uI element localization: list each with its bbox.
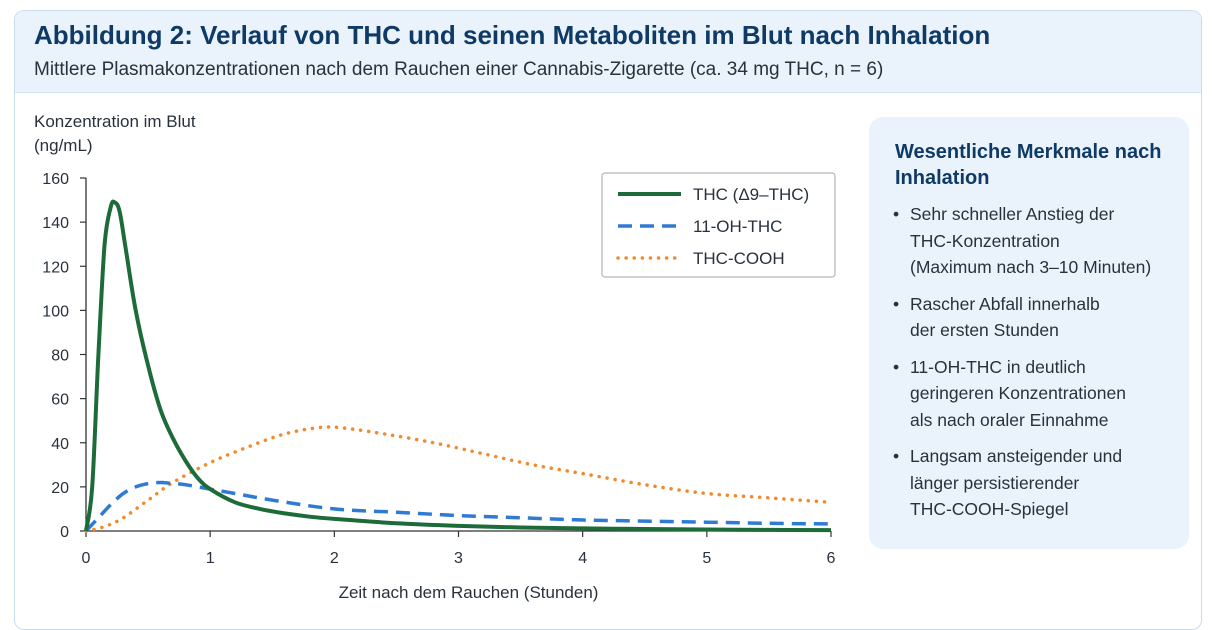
- y-tick-label: 60: [51, 392, 69, 409]
- feature-text-line: (Maximum nach 3–10 Minuten): [910, 257, 1152, 277]
- legend-label: THC (Δ9–THC): [693, 185, 809, 204]
- y-tick-label: 80: [51, 348, 69, 365]
- y-tick-label: 20: [51, 480, 69, 497]
- y-tick-label: 40: [51, 436, 69, 453]
- y-axis-label-line2: (ng/mL): [34, 136, 93, 155]
- legend-box: [601, 172, 836, 278]
- feature-text-line: als nach oraler Einnahme: [910, 409, 1109, 430]
- feature-text-line: länger persistierender: [910, 472, 1080, 493]
- x-tick-label: 3: [454, 550, 463, 567]
- series-line-thc-9-thc-: [84, 199, 832, 533]
- y-tick-label: 100: [42, 303, 69, 320]
- y-tick-label: 120: [42, 259, 69, 276]
- feature-text-line: geringeren Konzentrationen: [910, 383, 1126, 403]
- x-tick-label: 5: [702, 550, 711, 567]
- figure-title: Abbildung 2: Verlauf von THC und seinen …: [34, 20, 991, 50]
- y-tick-label: 140: [42, 215, 69, 232]
- panel-title: Wesentliche Merkmale nach Inhalation: [895, 141, 1162, 189]
- key-features-panel: Wesentliche Merkmale nach Inhalation • Se…: [869, 117, 1189, 549]
- x-tick-label: 1: [206, 550, 215, 567]
- bullet-dot: •: [893, 356, 900, 377]
- line-chart: Konzentration im Blut(ng/mL)020406080100…: [34, 112, 836, 602]
- figure-subtitle: Mittlere Plasmakonzentrationen nach dem …: [34, 59, 884, 80]
- bullet-dot: •: [893, 446, 900, 466]
- x-axis-label: Zeit nach dem Rauchen (Stunden): [339, 583, 599, 602]
- x-tick-label: 4: [578, 550, 587, 567]
- legend-label: THC-COOH: [693, 249, 785, 268]
- feature-text-line: der ersten Stunden: [910, 320, 1059, 340]
- bullet-dot: •: [893, 204, 900, 224]
- feature-item: • 11-OH-THC in deutlich geringeren Konzent…: [891, 354, 1181, 434]
- bullet-dot: •: [893, 293, 900, 314]
- feature-item: • Langsam ansteigender und länger persisti…: [891, 443, 1181, 523]
- feature-item: • Rascher Abfall innerhalb der ersten Stun…: [891, 291, 1181, 344]
- feature-item: • Sehr schneller Anstieg der THC-Konzentra…: [891, 201, 1181, 281]
- x-tick-label: 2: [330, 550, 339, 567]
- y-tick-label: 0: [60, 524, 69, 541]
- legend-label: 11-OH-THC: [693, 217, 782, 236]
- y-axis-label-line1: Konzentration im Blut: [34, 112, 196, 131]
- feature-list: • Sehr schneller Anstieg der THC-Konzentra…: [891, 201, 1181, 533]
- feature-text-line: THC-COOH-Spiegel: [910, 499, 1069, 519]
- x-tick-label: 6: [827, 550, 836, 567]
- figure-header: Abbildung 2: Verlauf von THC und seinen …: [15, 11, 1201, 93]
- feature-text-line: Sehr schneller Anstieg der: [910, 204, 1115, 224]
- feature-text-line: Rascher Abfall innerhalb: [910, 293, 1100, 314]
- feature-text-line: Langsam ansteigender und: [910, 446, 1123, 466]
- series-line-11-oh-thc: [84, 480, 832, 533]
- feature-text-line: 11-OH-THC in deutlich: [910, 356, 1086, 377]
- x-tick-label: 0: [82, 550, 91, 567]
- figure-frame: Abbildung 2: Verlauf von THC und seinen …: [14, 10, 1202, 630]
- y-tick-label: 160: [42, 171, 69, 188]
- feature-text-line: THC-Konzentration: [910, 230, 1060, 251]
